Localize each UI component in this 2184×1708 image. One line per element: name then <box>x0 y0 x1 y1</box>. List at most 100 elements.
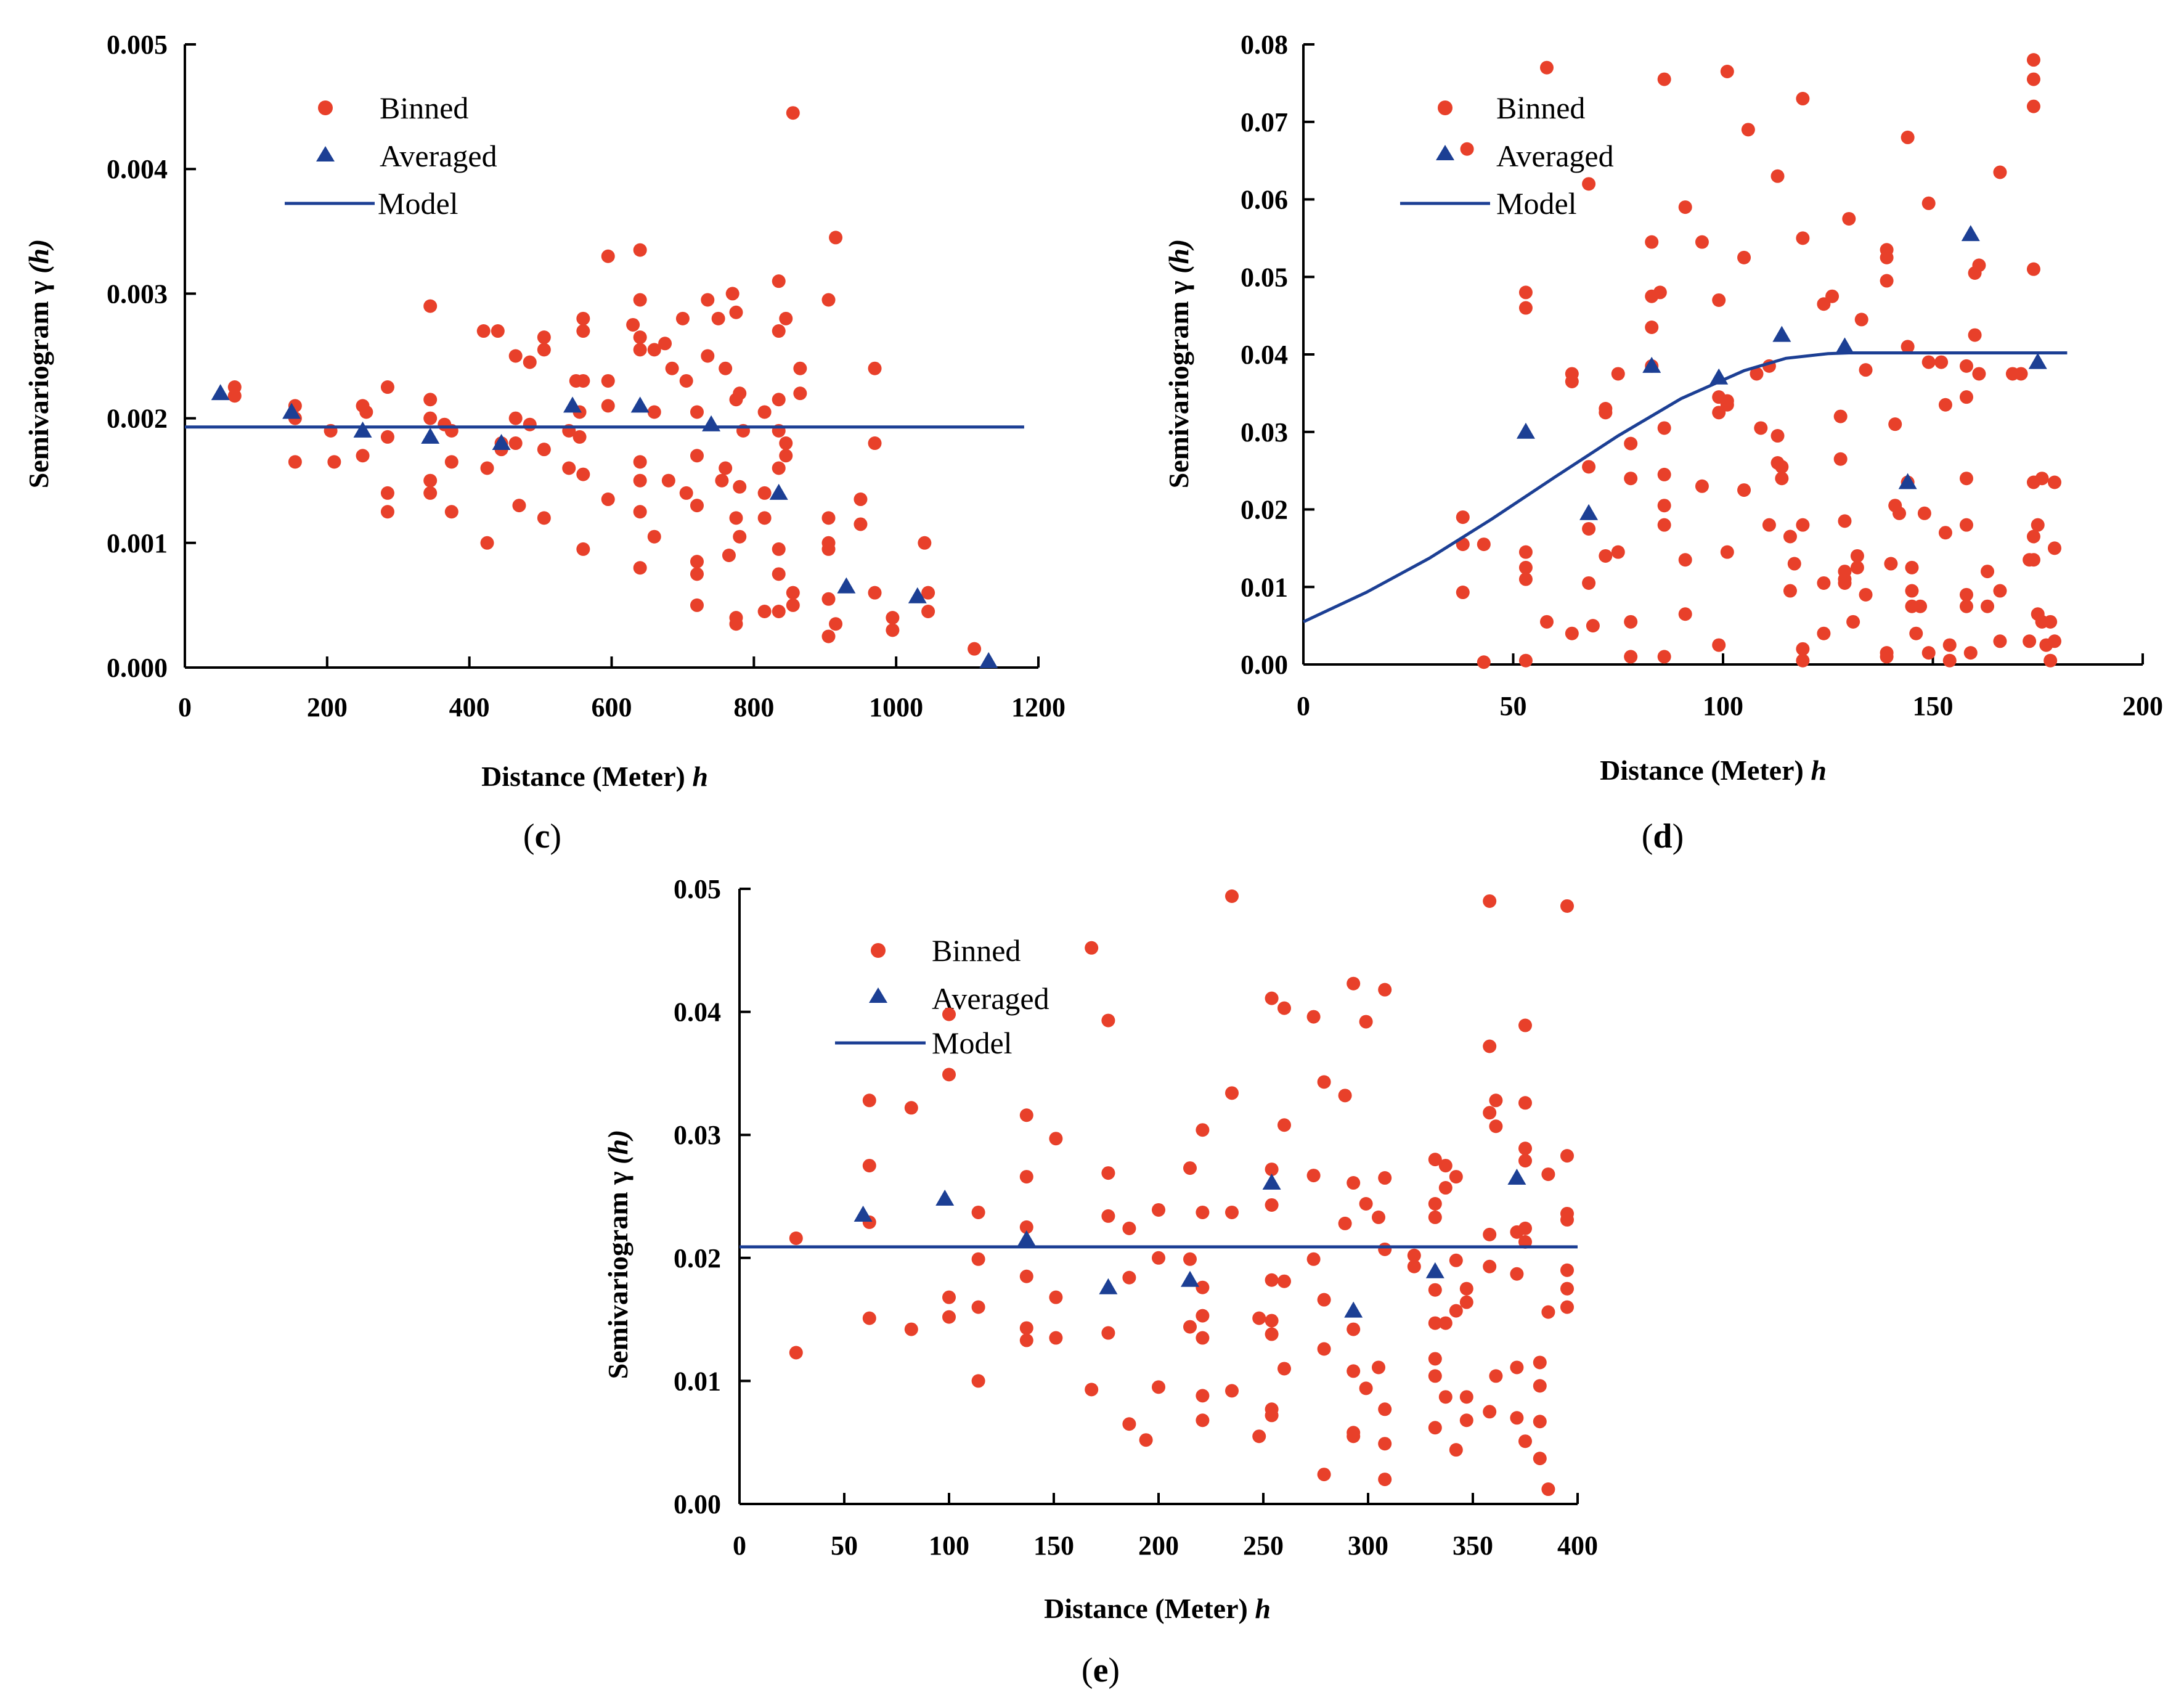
binned-point <box>537 343 551 357</box>
binned-point <box>1449 1253 1463 1267</box>
binned-point <box>1449 1304 1463 1318</box>
binned-point <box>1252 1429 1266 1444</box>
binned-point <box>1582 460 1596 474</box>
binned-point <box>1152 1203 1165 1217</box>
binned-point <box>1428 1153 1442 1167</box>
averaged-point <box>1017 1230 1036 1246</box>
binned-point <box>1842 211 1856 226</box>
averaged-point <box>563 396 582 413</box>
binned-point <box>1880 274 1894 288</box>
binned-point <box>1049 1132 1063 1146</box>
binned-point <box>904 1322 918 1336</box>
binned-point <box>1265 991 1279 1005</box>
binned-point <box>1225 1384 1239 1398</box>
binned-point <box>1139 1433 1153 1447</box>
binned-point <box>1438 1181 1453 1195</box>
binned-point <box>1196 1205 1210 1219</box>
binned-point <box>1775 460 1789 474</box>
binned-point <box>1265 1314 1279 1328</box>
binned-point <box>942 1007 956 1021</box>
binned-point <box>1712 638 1726 652</box>
binned-point <box>576 542 590 556</box>
binned-point <box>701 293 715 307</box>
binned-point <box>793 386 807 401</box>
binned-point <box>1599 549 1613 563</box>
binned-point <box>1477 537 1491 552</box>
binned-point <box>1019 1269 1033 1283</box>
binned-point <box>1483 1405 1497 1419</box>
binned-point <box>1518 560 1533 574</box>
binned-point <box>537 443 551 457</box>
binned-point <box>1599 406 1613 420</box>
binned-point <box>1019 1108 1033 1122</box>
binned-point <box>1459 1281 1473 1296</box>
binned-point <box>1183 1161 1197 1175</box>
averaged-point <box>1579 504 1599 520</box>
binned-point <box>1378 1171 1392 1185</box>
binned-point <box>868 361 882 375</box>
binned-point <box>508 349 523 363</box>
binned-point <box>1122 1417 1136 1431</box>
binned-point <box>690 555 704 569</box>
binned-point <box>1438 1390 1453 1404</box>
binned-point <box>562 461 576 475</box>
binned-point <box>576 311 590 325</box>
binned-point <box>1959 390 1973 404</box>
binned-point <box>779 436 793 451</box>
binned-point <box>423 486 438 500</box>
binned-point <box>1085 941 1099 955</box>
binned-point <box>1533 1452 1547 1466</box>
binned-point <box>821 293 836 307</box>
averaged-point <box>353 421 372 438</box>
binned-point <box>423 299 438 313</box>
y-tick-label: 0.04 <box>1241 340 1288 370</box>
x-axis-title-c: Distance (Meter) h <box>481 761 708 792</box>
binned-point <box>868 436 882 451</box>
binned-point <box>476 324 491 338</box>
y-tick-label: 0.002 <box>107 404 168 434</box>
y-tick-label: 0.01 <box>674 1366 721 1396</box>
legend-averaged-label-c: Averaged <box>380 139 497 173</box>
binned-point <box>1277 1274 1291 1288</box>
binned-point <box>572 430 587 444</box>
binned-point <box>601 249 615 263</box>
binned-point <box>1510 1360 1524 1375</box>
binned-point <box>1378 1437 1392 1451</box>
binned-point <box>576 324 590 338</box>
y-tick-label: 0.02 <box>1241 495 1288 525</box>
binned-point <box>1183 1320 1197 1334</box>
binned-point <box>1653 285 1667 300</box>
binned-point <box>1678 607 1692 621</box>
binned-point <box>921 586 935 600</box>
binned-point <box>523 355 537 369</box>
binned-point <box>2043 653 2058 668</box>
binned-point <box>1695 479 1709 493</box>
binned-point <box>1854 313 1868 327</box>
binned-point <box>327 455 341 469</box>
averaged-point <box>1425 1262 1444 1278</box>
binned-point <box>1541 1305 1555 1319</box>
binned-point <box>380 486 394 500</box>
binned-point <box>512 499 526 513</box>
binned-point <box>1459 1413 1473 1428</box>
binned-point <box>821 511 836 525</box>
y-tick-label: 0.03 <box>674 1120 721 1150</box>
x-tick-label: 0 <box>1297 691 1310 721</box>
binned-point <box>1787 557 1801 571</box>
binned-point <box>1560 1149 1574 1163</box>
binned-point <box>1645 320 1659 334</box>
binned-point <box>2031 518 2045 532</box>
x-tick-label: 50 <box>1500 691 1527 721</box>
averaged-point <box>908 587 927 603</box>
binned-point <box>1477 655 1491 669</box>
averaged-point <box>1835 337 1854 354</box>
binned-point <box>1196 1413 1210 1428</box>
binned-point <box>862 1311 876 1325</box>
binned-point <box>757 605 772 619</box>
binned-point <box>1770 429 1785 443</box>
binned-point <box>971 1374 985 1388</box>
binned-point <box>1483 1039 1497 1053</box>
binned-point <box>633 561 647 575</box>
binned-point <box>1981 599 1995 613</box>
